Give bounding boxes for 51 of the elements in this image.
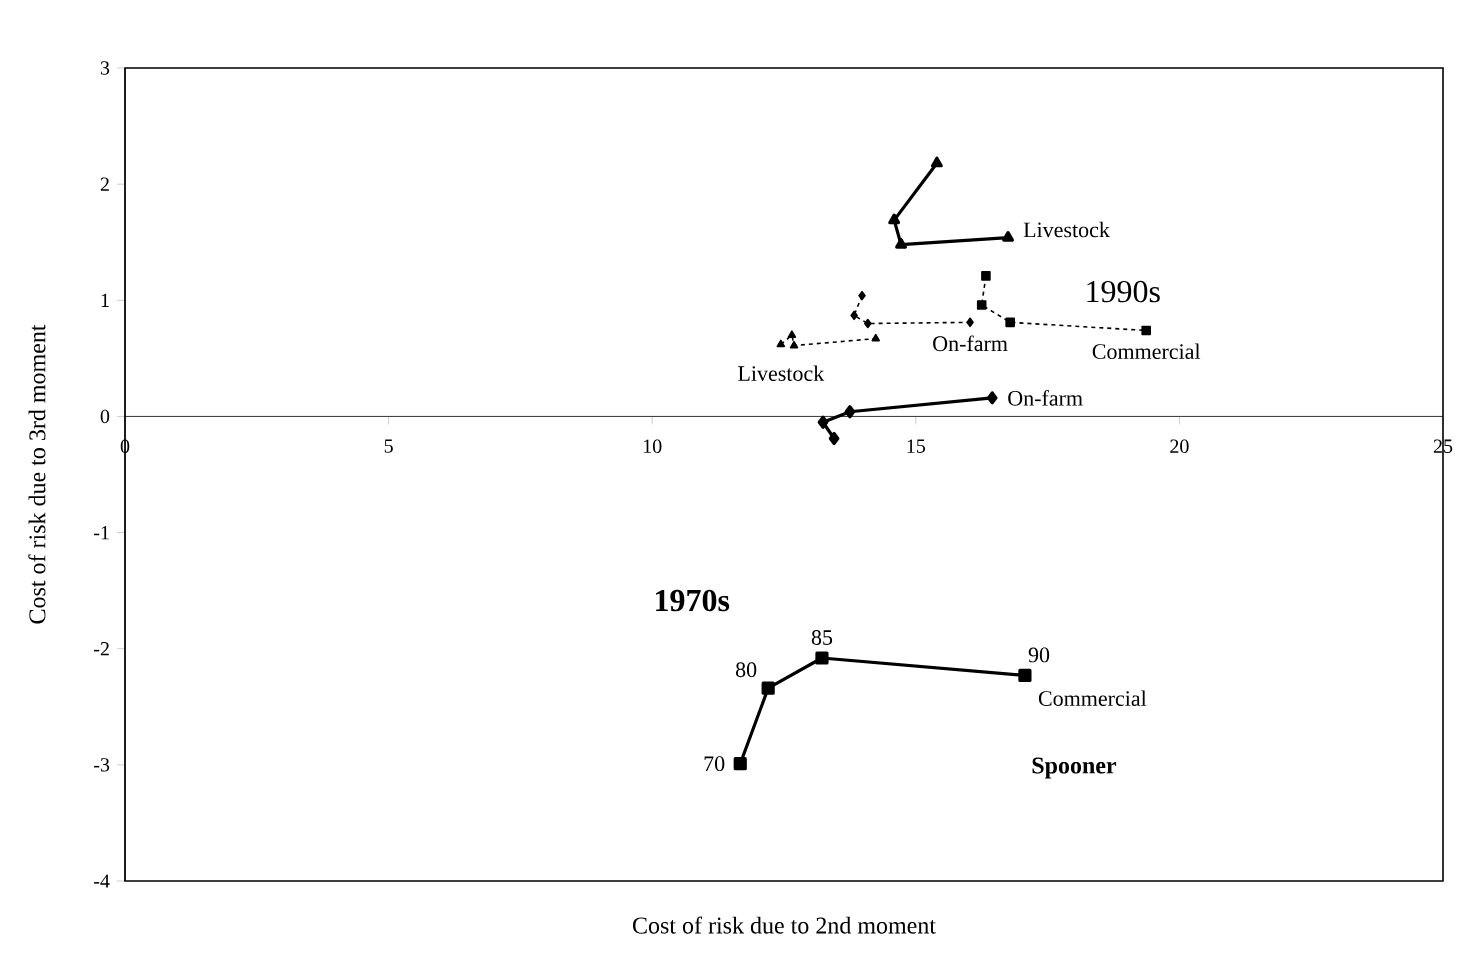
point <box>828 431 840 446</box>
point <box>733 757 747 771</box>
y-tick-label: -2 <box>94 642 109 656</box>
point <box>844 405 856 419</box>
y-tick-label: 0 <box>100 409 110 424</box>
point <box>789 340 799 349</box>
y-tick-label: -3 <box>94 758 110 772</box>
point <box>930 156 943 168</box>
x-tick-label: 10 <box>643 439 662 453</box>
point <box>761 681 775 695</box>
point <box>981 271 991 281</box>
y-tick-label: 1 <box>101 293 109 307</box>
x-tick-label: 5 <box>384 439 393 453</box>
point <box>858 290 866 301</box>
y-tick-label: -1 <box>94 525 109 540</box>
point <box>817 415 829 429</box>
point <box>1002 230 1014 242</box>
x-axis-title: Cost of risk due to 2nd moment <box>632 916 936 934</box>
y-tick-label: 3 <box>100 61 110 75</box>
annotation: 1970s <box>656 589 730 612</box>
series-label: On-farm <box>933 335 1008 352</box>
annotation: 85 <box>811 630 833 645</box>
y-axis-title: Cost of risk due to 3rd moment <box>28 324 46 624</box>
point <box>815 651 829 665</box>
point <box>895 237 907 249</box>
series-label: Livestock <box>738 365 825 381</box>
y-tick-label: -4 <box>94 874 110 888</box>
point <box>888 213 901 225</box>
annotation: 80 <box>735 662 757 678</box>
annotation: 90 <box>1028 647 1050 663</box>
point <box>864 318 872 329</box>
point <box>776 339 786 348</box>
series-label: Livestock <box>1023 221 1110 238</box>
x-tick-label: 20 <box>1170 439 1189 453</box>
annotation: 1990s <box>1087 280 1160 303</box>
point <box>966 317 974 328</box>
point <box>1141 325 1151 336</box>
annotation: 70 <box>704 756 725 772</box>
series-label: Commercial <box>1038 690 1147 706</box>
point <box>1018 668 1032 683</box>
series-label: Commercial <box>1092 343 1201 360</box>
series-label: On-farm <box>1008 389 1083 406</box>
point <box>976 300 987 310</box>
annotation: Spooner <box>1032 757 1117 779</box>
point <box>787 330 797 338</box>
point <box>871 333 880 342</box>
point <box>1005 317 1015 328</box>
x-tick-label: 15 <box>907 439 926 453</box>
y-tick-label: 2 <box>100 177 109 191</box>
point <box>986 391 998 405</box>
point <box>850 310 858 321</box>
